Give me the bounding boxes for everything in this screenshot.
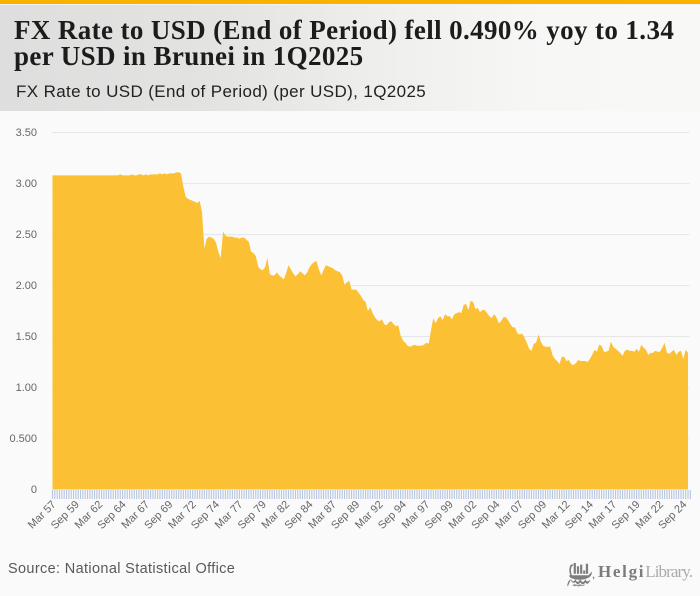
svg-text:0.500: 0.500 [9,433,37,445]
svg-text:1.50: 1.50 [16,331,37,343]
svg-text:2.00: 2.00 [16,280,37,292]
svg-text:2.50: 2.50 [16,229,37,241]
svg-text:0: 0 [31,484,37,496]
svg-text:3.50: 3.50 [16,127,37,139]
svg-text:1.00: 1.00 [16,382,37,394]
svg-text:3.00: 3.00 [16,178,37,190]
